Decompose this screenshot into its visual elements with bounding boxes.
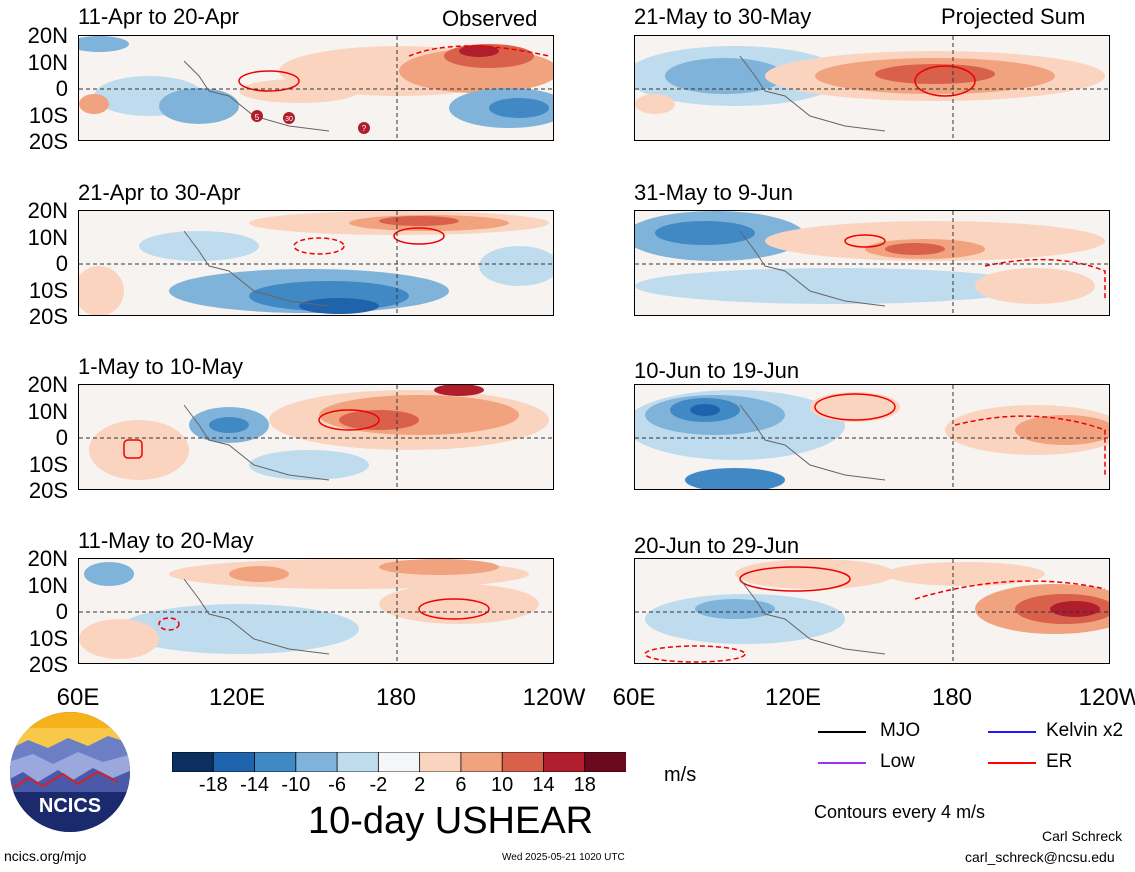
marker-label: ? bbox=[362, 124, 367, 133]
logo-text: NCICS bbox=[39, 795, 101, 817]
lat-label: 10S bbox=[28, 102, 68, 128]
heatmap-plot bbox=[78, 558, 554, 664]
legend-line-kelvin bbox=[988, 731, 1036, 733]
colorbar-tick-label: 10 bbox=[491, 774, 514, 796]
colorbar-swatch bbox=[336, 751, 380, 773]
legend-line-mjo bbox=[818, 731, 866, 733]
heatmap-plot bbox=[634, 558, 1110, 664]
panel-title: 1-May to 10-May bbox=[78, 354, 244, 379]
lat-label: 0 bbox=[55, 425, 68, 450]
heatmap-svg bbox=[635, 559, 1109, 663]
footer-timestamp: Wed 2025-05-21 1020 UTC bbox=[502, 852, 625, 863]
heatmap-plot bbox=[78, 210, 554, 316]
colorbar-tick-label: -18 bbox=[198, 774, 228, 796]
legend-line-low bbox=[818, 762, 866, 764]
footer-author: Carl Schreck bbox=[1042, 828, 1123, 844]
heatmap-plot bbox=[634, 210, 1110, 316]
lat-label: 20S bbox=[28, 478, 68, 503]
heatmap-plot bbox=[78, 384, 554, 490]
colorbar-tick-label: -14 bbox=[240, 774, 269, 796]
footer-email[interactable]: carl_schreck@ncsu.edu bbox=[965, 849, 1115, 865]
heatmap-svg bbox=[635, 211, 1109, 315]
lon-label-60e-left: 60E bbox=[56, 684, 100, 711]
marker-label: 30 bbox=[285, 116, 293, 123]
colorbar bbox=[171, 751, 627, 773]
lon-label-120e-left: 120E bbox=[208, 684, 266, 711]
lon-label-120w-left: 120W bbox=[522, 684, 586, 711]
panel-title: 11-Apr to 20-Apr bbox=[78, 4, 240, 29]
lat-label: 20N bbox=[27, 23, 68, 48]
panel-title: 20-Jun to 29-Jun bbox=[634, 533, 800, 558]
lat-label: 20N bbox=[27, 372, 68, 397]
colorbar-units: m/s bbox=[664, 764, 697, 786]
marker-label: 5 bbox=[255, 113, 260, 122]
heatmap-svg bbox=[635, 385, 1109, 489]
lat-label: 0 bbox=[55, 251, 68, 276]
ncics-logo: NCICS bbox=[8, 710, 132, 834]
legend-label-mjo: MJO bbox=[880, 720, 921, 741]
lon-label-120e-right: 120E bbox=[764, 684, 822, 711]
legend-note: Contours every 4 m/s bbox=[814, 802, 986, 822]
lon-label-180-right: 180 bbox=[931, 684, 973, 711]
lat-label: 20S bbox=[28, 129, 68, 154]
legend-line-er bbox=[988, 762, 1036, 764]
colorbar-swatch bbox=[543, 751, 586, 773]
lat-label: 10N bbox=[27, 572, 68, 598]
main-title: 10-day USHEAR bbox=[308, 800, 594, 842]
lat-label: 20S bbox=[28, 304, 68, 329]
lat-label: 0 bbox=[55, 76, 68, 101]
colorbar-swatch bbox=[377, 751, 421, 773]
colorbar-tick-label: -10 bbox=[281, 774, 311, 796]
heatmap-plot bbox=[634, 35, 1110, 141]
panel-title: 31-May to 9-Jun bbox=[634, 180, 793, 205]
lat-label: 10N bbox=[27, 224, 68, 250]
colorbar-swatch bbox=[212, 751, 256, 773]
colorbar-tick-label: 2 bbox=[414, 774, 426, 796]
lat-label: 0 bbox=[55, 599, 68, 624]
colorbar-svg bbox=[171, 751, 627, 773]
lat-label: 10S bbox=[28, 277, 68, 303]
panel-title: 21-Apr to 30-Apr bbox=[78, 180, 241, 205]
lat-label: 20N bbox=[27, 546, 68, 571]
colorbar-swatch bbox=[295, 751, 338, 773]
lon-label-60e-right: 60E bbox=[612, 684, 656, 711]
heatmap-svg bbox=[79, 385, 553, 489]
observed-tag: Observed bbox=[442, 6, 538, 31]
colorbar-swatch bbox=[254, 751, 297, 773]
heatmap-svg bbox=[79, 559, 553, 663]
projected-tag: Projected Sum bbox=[941, 4, 1086, 29]
colorbar-tick-label: 18 bbox=[573, 774, 596, 796]
lon-label-180-left: 180 bbox=[375, 684, 417, 711]
colorbar-swatch bbox=[501, 751, 545, 773]
lat-label: 10S bbox=[28, 625, 68, 651]
heatmap-plot bbox=[634, 384, 1110, 490]
lat-label: 10S bbox=[28, 451, 68, 477]
colorbar-swatch bbox=[460, 751, 504, 773]
panel-title: 21-May to 30-May bbox=[634, 4, 812, 29]
legend-label-kelvin: Kelvin x2 bbox=[1046, 720, 1124, 741]
legend-label-low: Low bbox=[880, 751, 915, 772]
lat-label: 20N bbox=[27, 198, 68, 223]
lat-label: 10N bbox=[27, 49, 68, 75]
heatmap-svg bbox=[79, 211, 553, 315]
colorbar-tick-label: -2 bbox=[369, 774, 388, 796]
heatmap-plot: 5 30 ? bbox=[78, 35, 554, 141]
colorbar-swatch bbox=[171, 751, 215, 773]
colorbar-tick-label: 14 bbox=[532, 774, 555, 796]
footer-url[interactable]: ncics.org/mjo bbox=[4, 848, 87, 864]
heatmap-svg: 5 30 ? bbox=[79, 36, 553, 140]
colorbar-tick-label: -6 bbox=[328, 774, 346, 796]
lon-label-120w-right: 120W bbox=[1078, 684, 1135, 711]
colorbar-swatch bbox=[584, 751, 627, 773]
colorbar-tick-label: 6 bbox=[455, 774, 467, 796]
legend-label-er: ER bbox=[1046, 751, 1073, 772]
colorbar-swatch bbox=[419, 751, 462, 773]
heatmap-svg bbox=[635, 36, 1109, 140]
lat-label: 10N bbox=[27, 398, 68, 424]
panel-title: 10-Jun to 19-Jun bbox=[634, 358, 800, 383]
lat-label: 20S bbox=[28, 652, 68, 677]
panel-title: 11-May to 20-May bbox=[78, 528, 254, 553]
